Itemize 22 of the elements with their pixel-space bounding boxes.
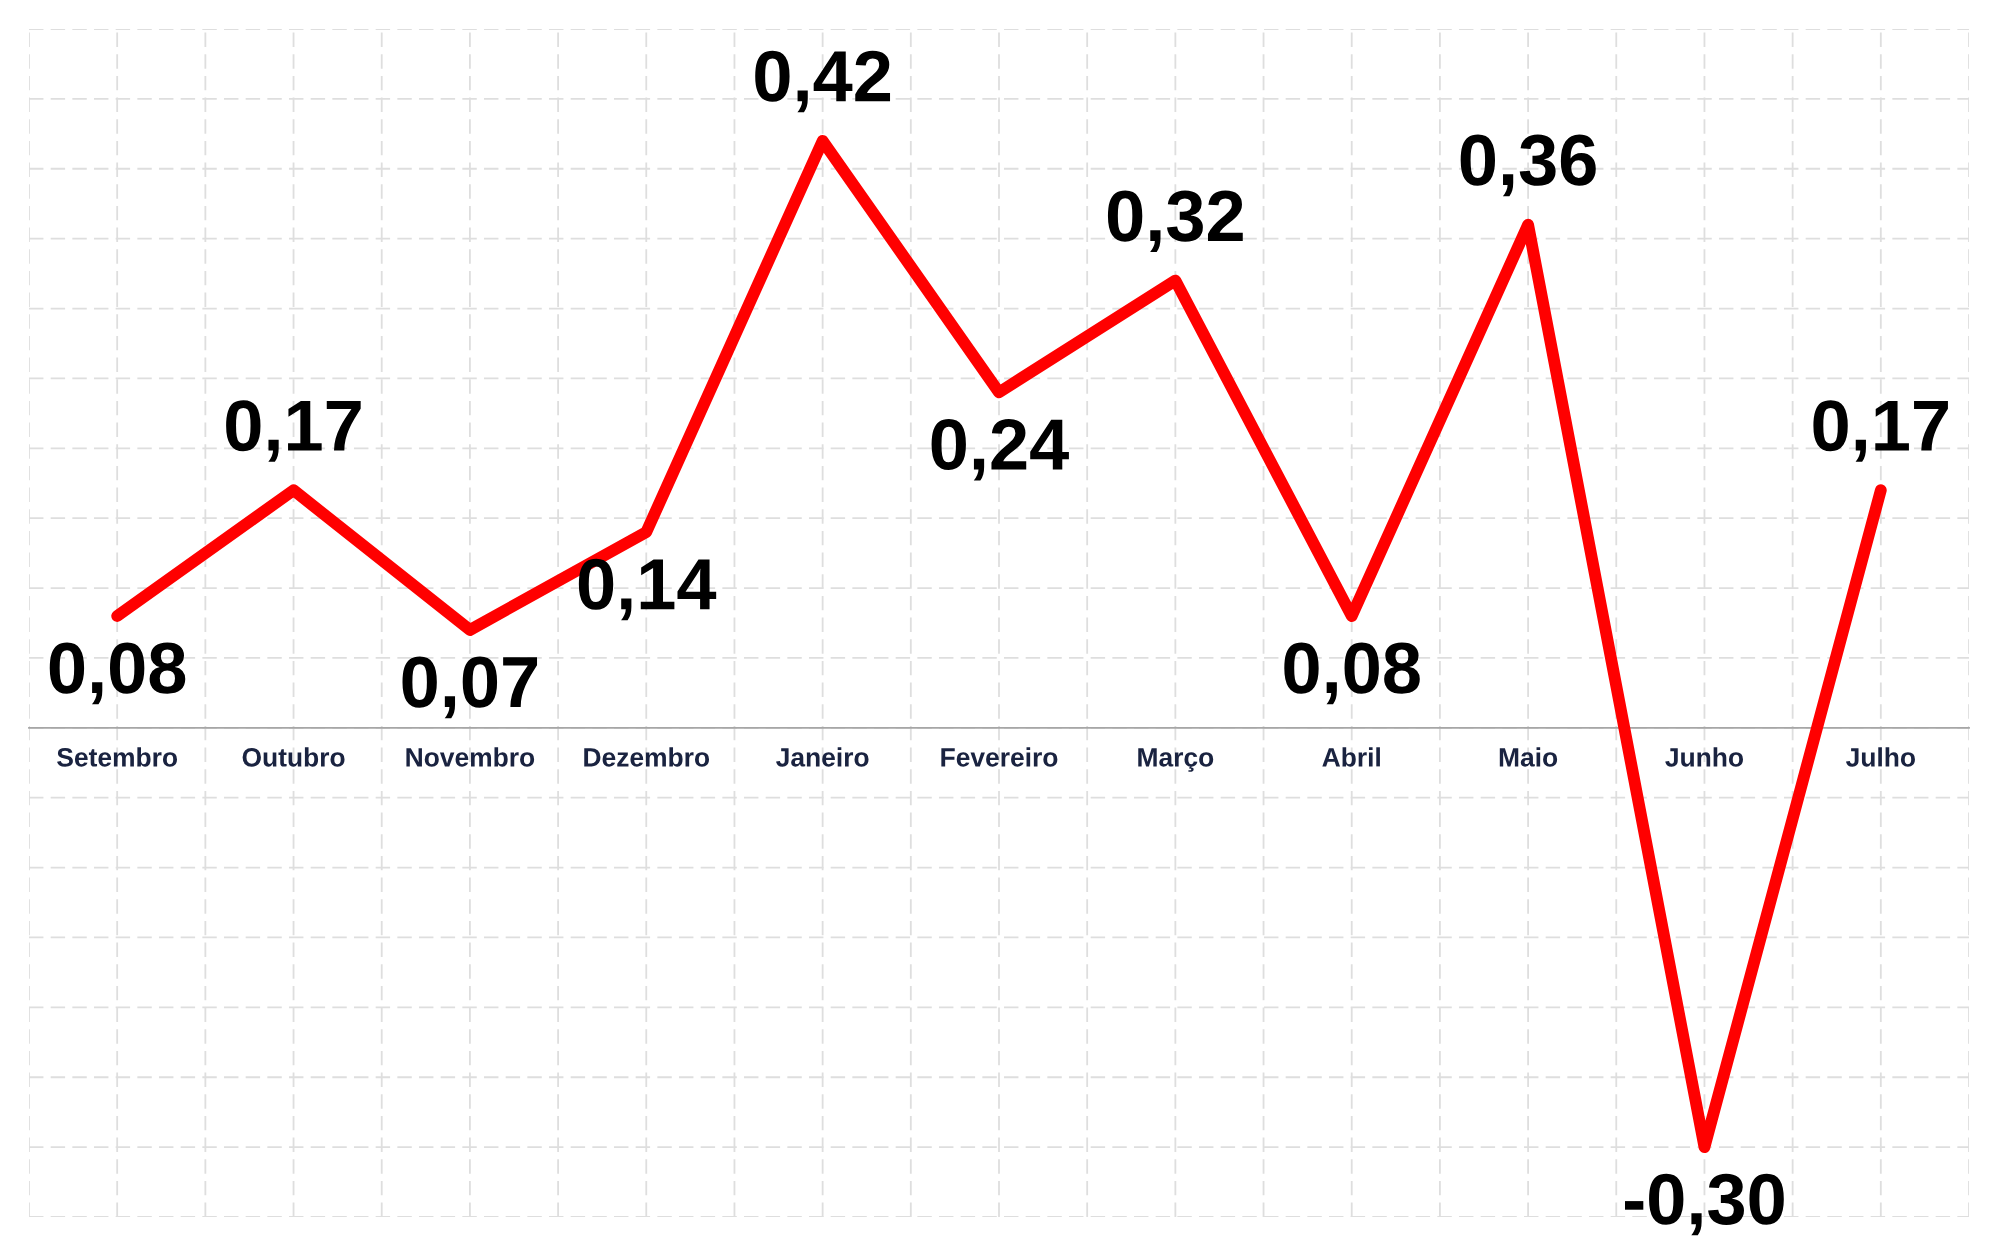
x-tick-label: Dezembro: [584, 747, 710, 767]
x-tick-label: Maio: [1499, 747, 1558, 767]
x-tick-label: Fevereiro: [941, 747, 1058, 767]
data-label: -0,30: [1624, 1173, 1784, 1236]
x-tick-label: Novembro: [406, 747, 535, 767]
data-label: 0,14: [578, 558, 717, 621]
data-label: 0,07: [402, 656, 538, 719]
x-tick-label: Março: [1138, 748, 1214, 772]
data-label: 0,08: [1284, 642, 1420, 705]
data-label: 0,36: [1460, 134, 1596, 197]
x-tick-label: Outubro: [242, 747, 345, 767]
data-label: 0,42: [755, 50, 891, 113]
data-label: 0,08: [49, 642, 186, 705]
x-tick-label: Setembro: [57, 747, 178, 767]
x-tick-label: Abril: [1322, 747, 1380, 767]
data-label: 0,32: [1107, 190, 1243, 253]
data-label: 0,24: [931, 418, 1069, 481]
x-tick-label: Junho: [1665, 747, 1743, 767]
x-tick-label: Janeiro: [776, 747, 869, 767]
data-label: 0,17: [1813, 400, 1948, 462]
data-label: 0,17: [226, 400, 361, 462]
x-tick-label: Julho: [1846, 747, 1915, 767]
